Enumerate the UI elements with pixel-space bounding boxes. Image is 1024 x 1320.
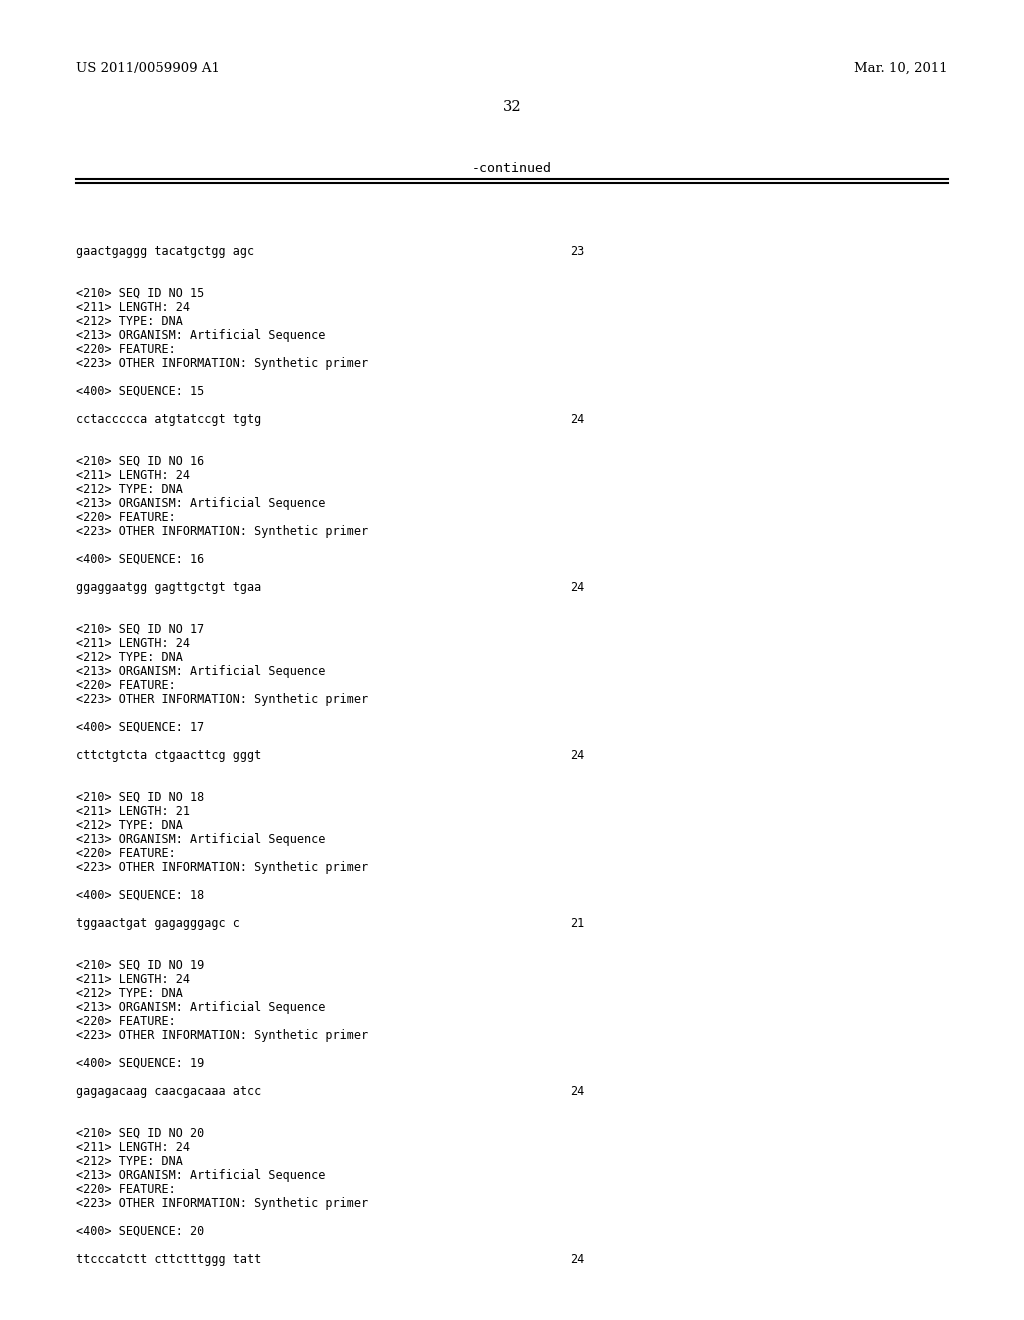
Text: <212> TYPE: DNA: <212> TYPE: DNA <box>76 1155 183 1168</box>
Text: 21: 21 <box>570 917 585 931</box>
Text: <223> OTHER INFORMATION: Synthetic primer: <223> OTHER INFORMATION: Synthetic prime… <box>76 861 368 874</box>
Text: <223> OTHER INFORMATION: Synthetic primer: <223> OTHER INFORMATION: Synthetic prime… <box>76 1030 368 1041</box>
Text: 23: 23 <box>570 246 585 257</box>
Text: Mar. 10, 2011: Mar. 10, 2011 <box>854 62 948 75</box>
Text: <211> LENGTH: 24: <211> LENGTH: 24 <box>76 638 190 649</box>
Text: <223> OTHER INFORMATION: Synthetic primer: <223> OTHER INFORMATION: Synthetic prime… <box>76 525 368 539</box>
Text: gaactgaggg tacatgctgg agc: gaactgaggg tacatgctgg agc <box>76 246 254 257</box>
Text: ggaggaatgg gagttgctgt tgaa: ggaggaatgg gagttgctgt tgaa <box>76 581 261 594</box>
Text: <212> TYPE: DNA: <212> TYPE: DNA <box>76 987 183 1001</box>
Text: 24: 24 <box>570 1253 585 1266</box>
Text: <223> OTHER INFORMATION: Synthetic primer: <223> OTHER INFORMATION: Synthetic prime… <box>76 693 368 706</box>
Text: <220> FEATURE:: <220> FEATURE: <box>76 678 176 692</box>
Text: <210> SEQ ID NO 17: <210> SEQ ID NO 17 <box>76 623 204 636</box>
Text: <211> LENGTH: 21: <211> LENGTH: 21 <box>76 805 190 818</box>
Text: <400> SEQUENCE: 19: <400> SEQUENCE: 19 <box>76 1057 204 1071</box>
Text: <220> FEATURE:: <220> FEATURE: <box>76 1015 176 1028</box>
Text: ttcccatctt cttctttggg tatt: ttcccatctt cttctttggg tatt <box>76 1253 261 1266</box>
Text: 24: 24 <box>570 581 585 594</box>
Text: <400> SEQUENCE: 17: <400> SEQUENCE: 17 <box>76 721 204 734</box>
Text: <212> TYPE: DNA: <212> TYPE: DNA <box>76 818 183 832</box>
Text: <213> ORGANISM: Artificial Sequence: <213> ORGANISM: Artificial Sequence <box>76 833 326 846</box>
Text: gagagacaag caacgacaaa atcc: gagagacaag caacgacaaa atcc <box>76 1085 261 1098</box>
Text: <400> SEQUENCE: 16: <400> SEQUENCE: 16 <box>76 553 204 566</box>
Text: <210> SEQ ID NO 16: <210> SEQ ID NO 16 <box>76 455 204 469</box>
Text: <220> FEATURE:: <220> FEATURE: <box>76 1183 176 1196</box>
Text: cctaccccca atgtatccgt tgtg: cctaccccca atgtatccgt tgtg <box>76 413 261 426</box>
Text: <220> FEATURE:: <220> FEATURE: <box>76 343 176 356</box>
Text: <210> SEQ ID NO 18: <210> SEQ ID NO 18 <box>76 791 204 804</box>
Text: <211> LENGTH: 24: <211> LENGTH: 24 <box>76 301 190 314</box>
Text: <213> ORGANISM: Artificial Sequence: <213> ORGANISM: Artificial Sequence <box>76 498 326 510</box>
Text: 32: 32 <box>503 100 521 114</box>
Text: <212> TYPE: DNA: <212> TYPE: DNA <box>76 483 183 496</box>
Text: <210> SEQ ID NO 20: <210> SEQ ID NO 20 <box>76 1127 204 1140</box>
Text: <400> SEQUENCE: 15: <400> SEQUENCE: 15 <box>76 385 204 399</box>
Text: <211> LENGTH: 24: <211> LENGTH: 24 <box>76 1140 190 1154</box>
Text: <213> ORGANISM: Artificial Sequence: <213> ORGANISM: Artificial Sequence <box>76 1001 326 1014</box>
Text: <210> SEQ ID NO 15: <210> SEQ ID NO 15 <box>76 286 204 300</box>
Text: -continued: -continued <box>472 162 552 176</box>
Text: <213> ORGANISM: Artificial Sequence: <213> ORGANISM: Artificial Sequence <box>76 665 326 678</box>
Text: US 2011/0059909 A1: US 2011/0059909 A1 <box>76 62 220 75</box>
Text: <220> FEATURE:: <220> FEATURE: <box>76 511 176 524</box>
Text: <210> SEQ ID NO 19: <210> SEQ ID NO 19 <box>76 960 204 972</box>
Text: <213> ORGANISM: Artificial Sequence: <213> ORGANISM: Artificial Sequence <box>76 329 326 342</box>
Text: 24: 24 <box>570 413 585 426</box>
Text: <212> TYPE: DNA: <212> TYPE: DNA <box>76 315 183 327</box>
Text: <211> LENGTH: 24: <211> LENGTH: 24 <box>76 973 190 986</box>
Text: <220> FEATURE:: <220> FEATURE: <box>76 847 176 861</box>
Text: <212> TYPE: DNA: <212> TYPE: DNA <box>76 651 183 664</box>
Text: <400> SEQUENCE: 18: <400> SEQUENCE: 18 <box>76 888 204 902</box>
Text: <223> OTHER INFORMATION: Synthetic primer: <223> OTHER INFORMATION: Synthetic prime… <box>76 1197 368 1210</box>
Text: cttctgtcta ctgaacttcg gggt: cttctgtcta ctgaacttcg gggt <box>76 748 261 762</box>
Text: <223> OTHER INFORMATION: Synthetic primer: <223> OTHER INFORMATION: Synthetic prime… <box>76 356 368 370</box>
Text: <213> ORGANISM: Artificial Sequence: <213> ORGANISM: Artificial Sequence <box>76 1170 326 1181</box>
Text: 24: 24 <box>570 1085 585 1098</box>
Text: 24: 24 <box>570 748 585 762</box>
Text: <211> LENGTH: 24: <211> LENGTH: 24 <box>76 469 190 482</box>
Text: tggaactgat gagagggagc c: tggaactgat gagagggagc c <box>76 917 240 931</box>
Text: <400> SEQUENCE: 20: <400> SEQUENCE: 20 <box>76 1225 204 1238</box>
